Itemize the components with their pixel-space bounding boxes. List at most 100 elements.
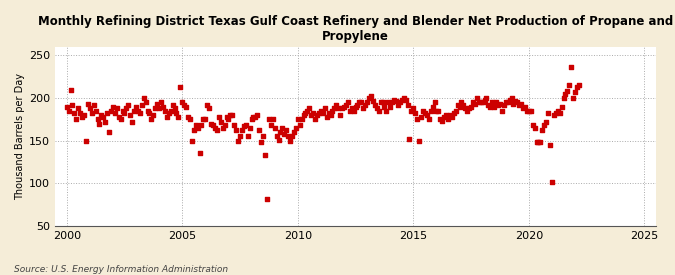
Point [231, 127, 242, 132]
Point [306, 113, 317, 117]
Point [138, 96, 149, 100]
Point [281, 128, 292, 133]
Point [104, 130, 115, 134]
Point [381, 109, 392, 113]
Point [263, 117, 274, 122]
Point [418, 109, 429, 113]
Point [552, 109, 563, 113]
Point [433, 109, 443, 113]
Point [529, 126, 540, 130]
Point [371, 106, 382, 111]
Point [558, 96, 569, 100]
Title: Monthly Refining District Texas Gulf Coast Refinery and Blender Net Production o: Monthly Refining District Texas Gulf Coa… [38, 15, 673, 43]
Point [329, 106, 340, 111]
Point [510, 98, 521, 103]
Point [302, 109, 313, 113]
Point [520, 104, 531, 109]
Point [105, 109, 116, 113]
Point [385, 104, 396, 109]
Point [446, 115, 457, 119]
Point [125, 113, 136, 117]
Point [308, 110, 319, 115]
Point [219, 123, 230, 128]
Point [400, 98, 411, 102]
Point [134, 111, 145, 116]
Point [123, 103, 134, 107]
Point [321, 115, 332, 119]
Point [77, 115, 88, 119]
Point [487, 100, 497, 104]
Point [419, 110, 430, 115]
Point [298, 113, 309, 117]
Point [491, 100, 502, 104]
Point [127, 120, 138, 124]
Point [271, 134, 282, 139]
Point [102, 110, 113, 115]
Point [396, 98, 407, 102]
Point [466, 104, 477, 109]
Point [188, 127, 199, 132]
Point [439, 115, 450, 119]
Point [161, 115, 172, 119]
Point [498, 103, 509, 107]
Point [375, 100, 386, 104]
Point [223, 117, 234, 122]
Point [508, 102, 519, 106]
Point [88, 103, 99, 107]
Point [290, 126, 301, 130]
Point [389, 98, 400, 102]
Point [358, 106, 369, 111]
Point [518, 106, 529, 111]
Point [348, 109, 359, 113]
Point [157, 104, 168, 109]
Point [545, 143, 556, 147]
Point [493, 103, 504, 107]
Point [570, 90, 580, 94]
Point [506, 96, 517, 100]
Point [514, 103, 524, 107]
Point [115, 117, 126, 122]
Point [250, 115, 261, 119]
Point [431, 109, 442, 113]
Point [179, 103, 190, 107]
Point [323, 110, 334, 115]
Point [183, 115, 194, 119]
Point [146, 117, 157, 122]
Point [512, 100, 522, 104]
Point [473, 100, 484, 104]
Point [283, 134, 294, 139]
Point [522, 109, 533, 113]
Point [481, 96, 492, 100]
Point [71, 117, 82, 122]
Point [163, 110, 174, 115]
Point [531, 140, 542, 145]
Point [109, 111, 120, 116]
Point [379, 104, 390, 109]
Point [129, 109, 140, 113]
Point [63, 109, 74, 113]
Point [86, 111, 97, 116]
Point [175, 85, 186, 89]
Point [339, 104, 350, 109]
Point [412, 117, 423, 122]
Point [572, 85, 583, 89]
Point [171, 110, 182, 115]
Point [211, 127, 222, 132]
Point [186, 139, 197, 143]
Point [319, 106, 330, 111]
Point [564, 83, 574, 87]
Point [69, 111, 80, 116]
Point [78, 113, 89, 117]
Point [310, 117, 321, 122]
Point [406, 109, 416, 113]
Point [462, 109, 472, 113]
Point [144, 110, 155, 115]
Point [350, 104, 361, 109]
Point [362, 100, 373, 104]
Point [360, 103, 371, 107]
Point [156, 100, 167, 104]
Point [132, 109, 143, 113]
Point [556, 104, 567, 109]
Point [475, 100, 486, 104]
Point [489, 104, 500, 109]
